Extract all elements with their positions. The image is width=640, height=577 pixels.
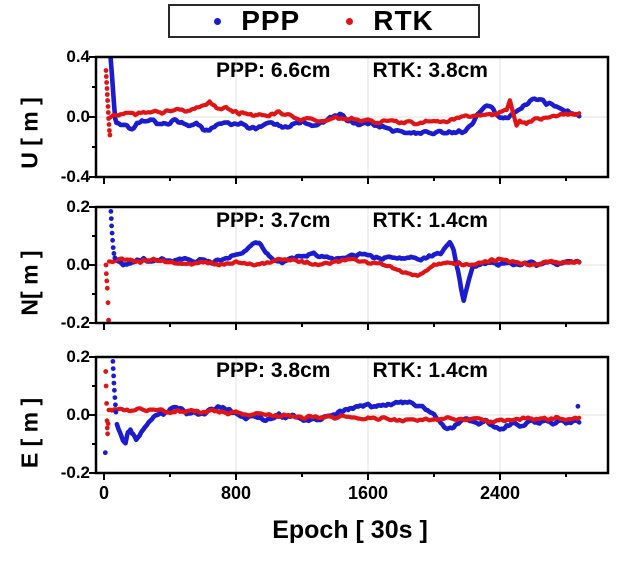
legend: PPP RTK xyxy=(168,4,480,38)
stat-e-ppp: PPP: 3.8cm xyxy=(216,359,331,382)
x-axis-title: Epoch [ 30s ] xyxy=(272,516,428,544)
legend-item-ppp: PPP xyxy=(214,5,300,37)
y-tick-label-e: -0.2 xyxy=(60,463,90,482)
stats-n: PPP: 3.7cm RTK: 1.4cm xyxy=(96,209,608,233)
legend-item-rtk: RTK xyxy=(346,5,434,37)
legend-label-rtk: RTK xyxy=(373,5,434,36)
stat-n-rtk: RTK: 1.4cm xyxy=(372,209,488,232)
x-tick-label: 800 xyxy=(220,483,252,503)
subplot-e xyxy=(89,355,610,480)
x-tick-label: 2400 xyxy=(479,483,521,503)
stat-u-rtk: RTK: 3.8cm xyxy=(372,59,488,82)
y-tick-label-e: 0.0 xyxy=(66,405,90,424)
stat-e-rtk: RTK: 1.4cm xyxy=(372,359,488,382)
stat-u-ppp: PPP: 6.6cm xyxy=(216,59,331,82)
x-tick-label: 1600 xyxy=(347,483,389,503)
subplot-u xyxy=(89,55,610,184)
subplot-n xyxy=(89,205,610,330)
y-tick-label-u: -0.4 xyxy=(60,167,90,186)
stats-u: PPP: 6.6cm RTK: 3.8cm xyxy=(96,59,608,83)
y-tick-label-e: 0.2 xyxy=(66,347,90,366)
legend-label-ppp: PPP xyxy=(241,5,301,36)
y-tick-label-u: 0.4 xyxy=(66,47,90,66)
stats-e: PPP: 3.8cm RTK: 1.4cm xyxy=(96,359,608,383)
ppp-marker-icon xyxy=(214,17,222,25)
y-tick-label-n: 0.0 xyxy=(66,255,90,274)
y-tick-label-u: 0.0 xyxy=(66,107,90,126)
stat-n-ppp: PPP: 3.7cm xyxy=(216,209,331,232)
y-tick-label-n: -0.2 xyxy=(60,313,90,332)
y-tick-label-n: 0.2 xyxy=(66,197,90,216)
rtk-marker-icon xyxy=(346,17,354,25)
x-tick-label: 0 xyxy=(98,483,110,503)
